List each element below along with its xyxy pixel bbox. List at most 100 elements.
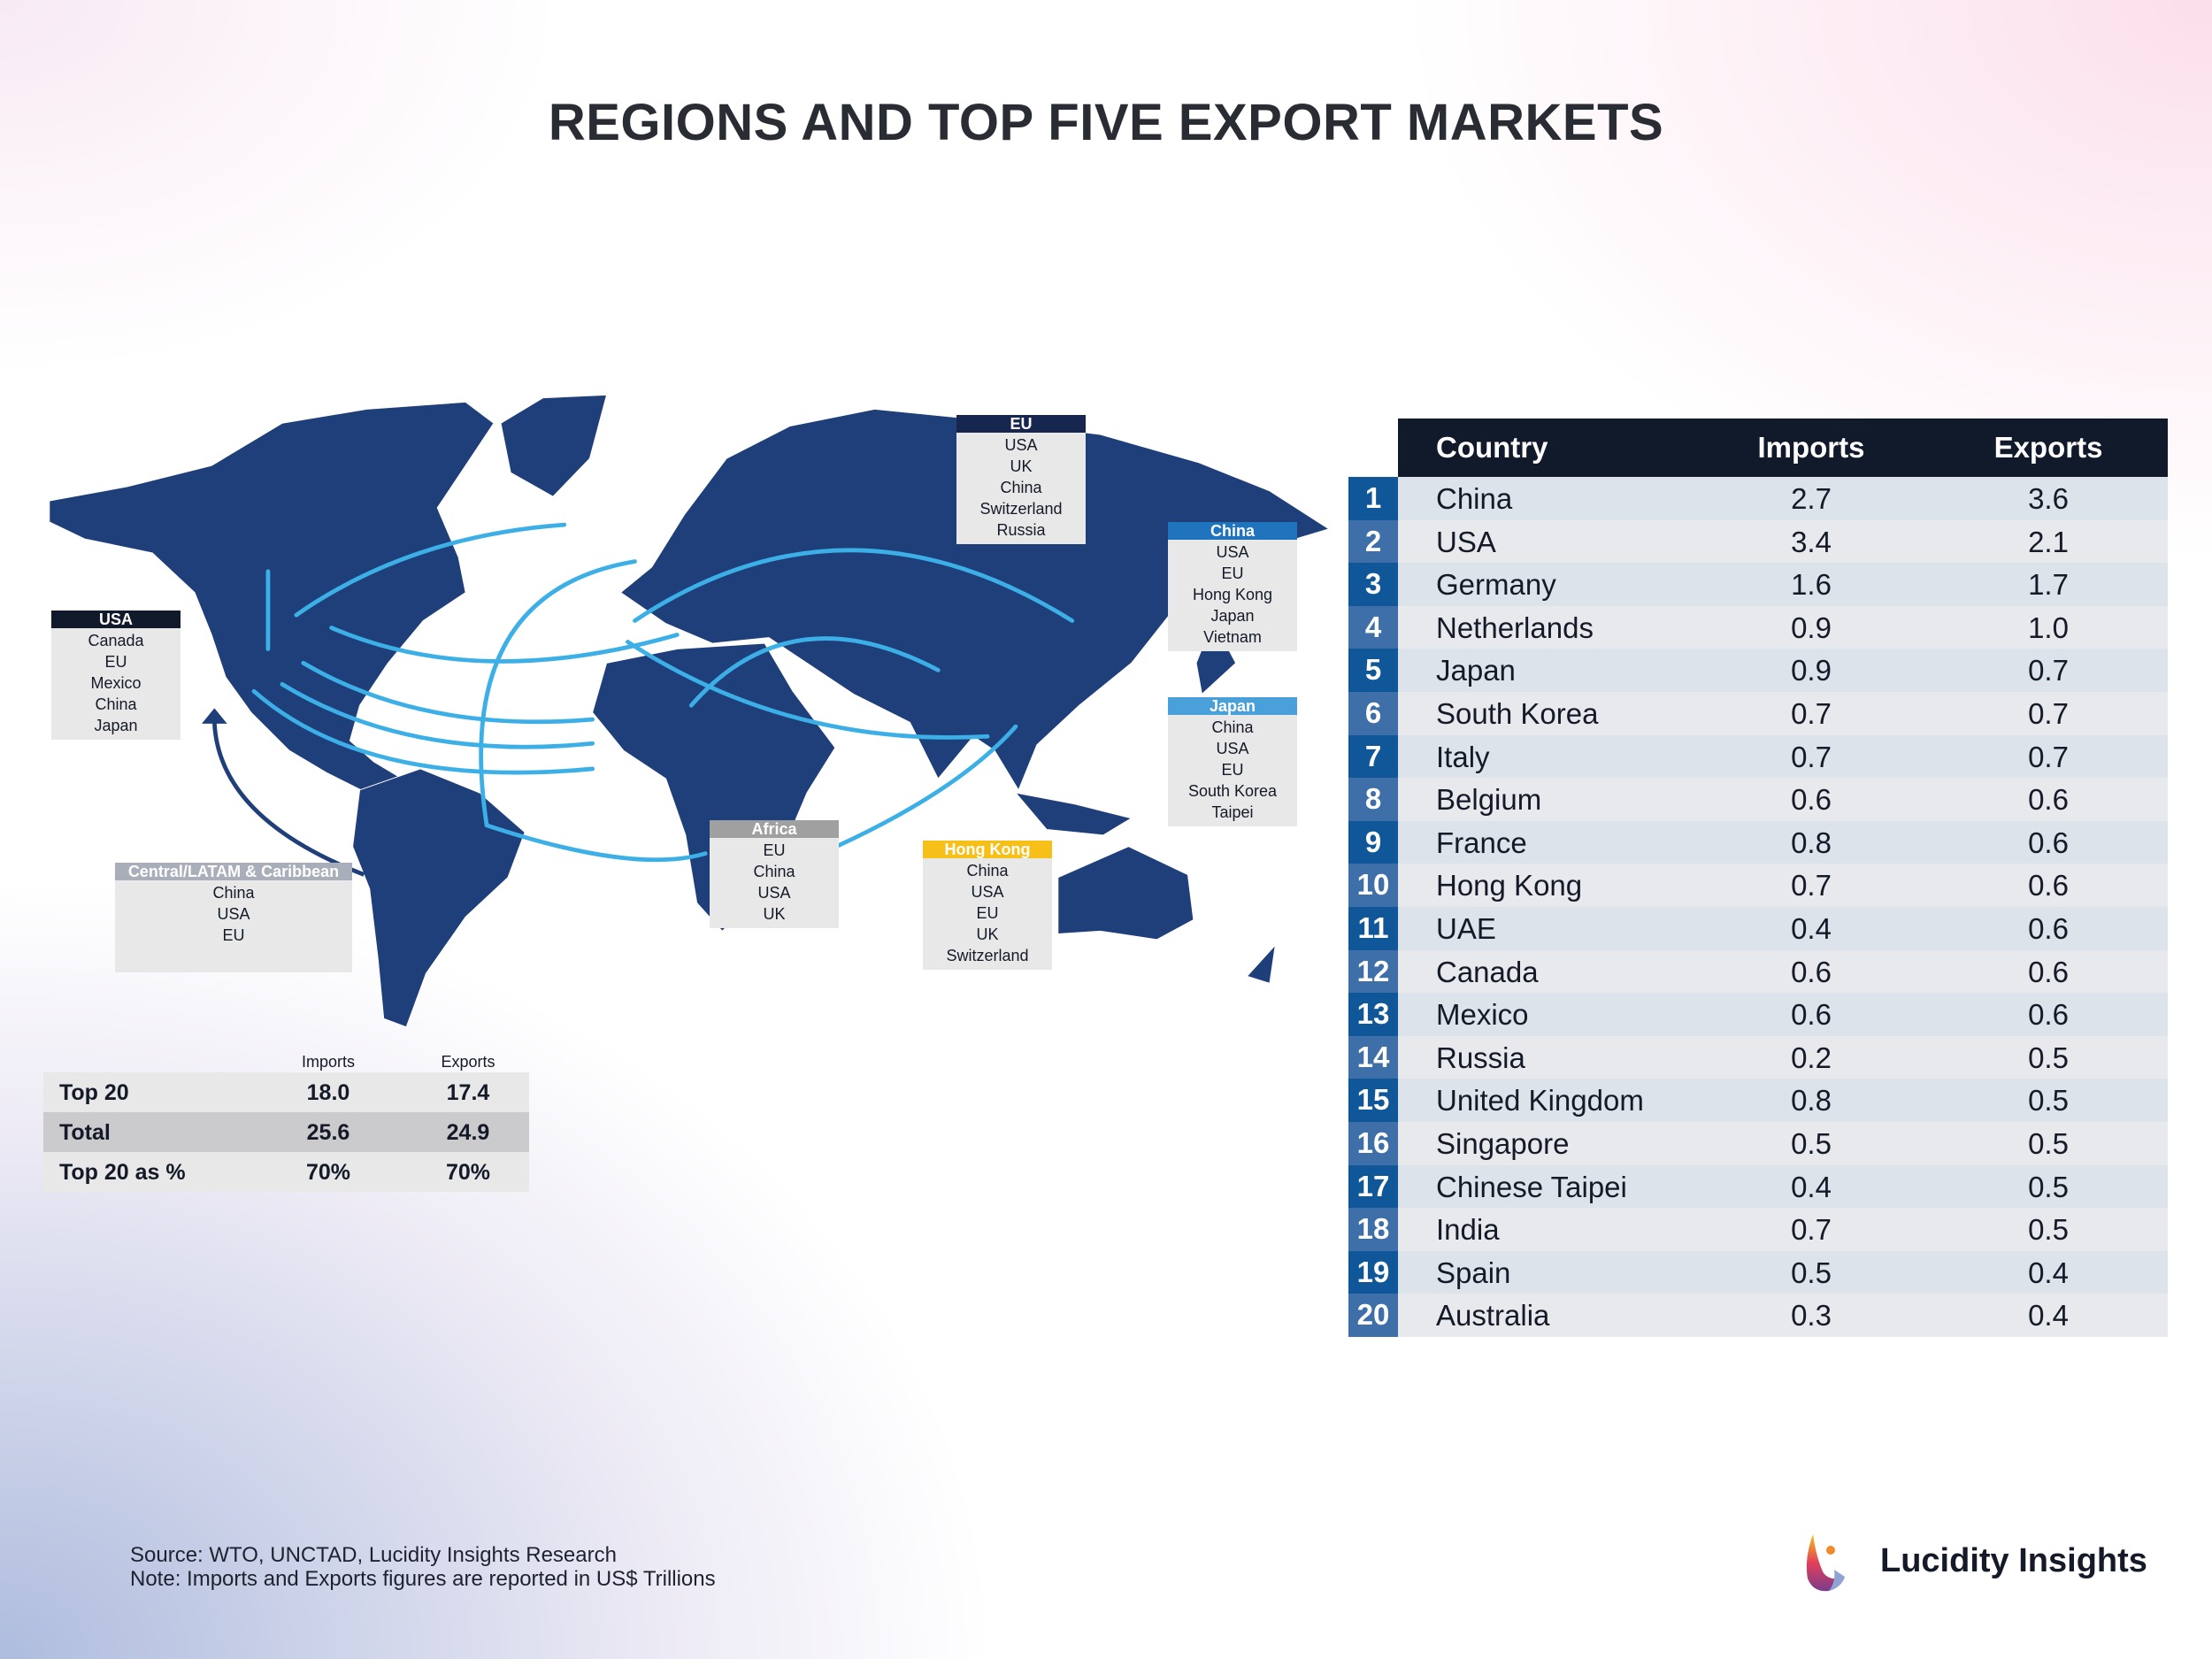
market: Russia (996, 521, 1046, 539)
region-title: Hong Kong (923, 841, 1052, 858)
trade-arc (626, 640, 990, 740)
header-imports: Imports (1757, 431, 1865, 464)
row-background (1398, 1250, 2168, 1294)
market: USA (1216, 740, 1249, 757)
exports-cell: 3.6 (2028, 482, 2069, 515)
imports-cell: 0.7 (1791, 696, 1832, 730)
table-row: 1 China 2.7 3.6 (1348, 477, 2168, 520)
rank-cell: 5 (1348, 649, 1398, 692)
row-background (1398, 1294, 2168, 1337)
market: South Korea (1187, 782, 1278, 800)
imports-cell: 3.4 (1791, 525, 1832, 558)
imports-cell: 1.6 (1791, 568, 1832, 602)
country-cell: Spain (1436, 1256, 1511, 1289)
market: USA (971, 883, 1004, 901)
imports-cell: 0.7 (1791, 1213, 1832, 1247)
trade-arc (633, 548, 1075, 623)
country-cell: Belgium (1436, 783, 1542, 817)
row-background (1398, 949, 2168, 994)
table-row: 10 Hong Kong 0.7 0.6 (1348, 864, 2168, 907)
trade-arc (329, 626, 680, 664)
imports-cell: 0.5 (1791, 1126, 1832, 1160)
market: Hong Kong (1192, 586, 1273, 603)
region-title: Japan (1168, 697, 1297, 715)
rank-cell: 13 (1348, 993, 1398, 1036)
row-background (1398, 605, 2168, 649)
summary-label: Top 20 as % (59, 1160, 186, 1185)
table-row: 6 South Korea 0.7 0.7 (1348, 691, 2168, 735)
exports-cell: 0.5 (2028, 1126, 2069, 1160)
rank-cell: 11 (1348, 906, 1398, 950)
rank-cell: 19 (1348, 1250, 1398, 1294)
summary-row: Top 20 as % 70% 70% (43, 1152, 529, 1192)
exports-cell: 0.6 (2028, 998, 2069, 1032)
region-box-africa: Africa EU China USA UK (710, 820, 839, 928)
imports-cell: 0.5 (1791, 1256, 1832, 1289)
note-text: Note: Imports and Exports figures are re… (130, 1567, 716, 1591)
rank-cell: 20 (1348, 1294, 1398, 1337)
summary-header: Imports Exports (43, 1053, 529, 1072)
exports-cell: 0.7 (2028, 740, 2069, 773)
table-row: 3 Germany 1.6 1.7 (1348, 563, 2168, 606)
arrowhead-icon (201, 708, 227, 724)
footer: Source: WTO, UNCTAD, Lucidity Insights R… (130, 1543, 716, 1591)
exports-cell: 0.5 (2028, 1170, 2069, 1203)
country-cell: Germany (1436, 568, 1556, 602)
country-cell: UAE (1436, 911, 1496, 945)
table-header: Country Imports Exports (1398, 419, 2168, 477)
region-title: China (1168, 522, 1297, 540)
rank-cell: 16 (1348, 1121, 1398, 1165)
header-country: Country (1436, 431, 1548, 464)
imports-cell: 0.6 (1791, 955, 1832, 988)
table-row: 5 Japan 0.9 0.7 (1348, 649, 2168, 692)
summary-header-imports: Imports (301, 1053, 355, 1071)
imports-cell: 2.7 (1791, 482, 1832, 515)
eurasia (619, 408, 1331, 791)
country-cell: USA (1436, 525, 1496, 558)
indonesia (1014, 792, 1133, 836)
exports-cell: 0.5 (2028, 1213, 2069, 1247)
rank-cell: 6 (1348, 691, 1398, 735)
north-america (49, 401, 495, 794)
country-cell: South Korea (1436, 696, 1599, 730)
exports-cell: 0.6 (2028, 826, 2069, 859)
imports-cell: 0.6 (1791, 783, 1832, 817)
source-text: Source: WTO, UNCTAD, Lucidity Insights R… (130, 1543, 617, 1567)
country-cell: Canada (1436, 955, 1539, 988)
exports-cell: 0.7 (2028, 696, 2069, 730)
market: China (1211, 718, 1254, 736)
imports-cell: 0.7 (1791, 740, 1832, 773)
market: China (966, 862, 1009, 879)
summary-imports: 70% (305, 1160, 351, 1185)
trade-arc (251, 688, 595, 775)
region-box-latam: Central/LATAM & Caribbean China USA EU (115, 863, 352, 972)
summary-header-exports: Exports (441, 1053, 495, 1071)
market: EU (1221, 761, 1244, 779)
market: China (212, 884, 255, 902)
region-box-usa: USA Canada EU Mexico China Japan (51, 611, 180, 740)
market: UK (763, 905, 786, 923)
australia (1057, 846, 1194, 941)
country-cell: Australia (1436, 1299, 1550, 1333)
rank-cell: 18 (1348, 1208, 1398, 1251)
rank-cell: 2 (1348, 519, 1398, 564)
summary-label: Total (59, 1120, 111, 1145)
row-background (1398, 519, 2168, 564)
row-background (1398, 993, 2168, 1036)
region-title: Central/LATAM & Caribbean (115, 863, 352, 880)
region-title: Africa (710, 820, 839, 838)
market: Taipei (1211, 803, 1254, 821)
row-background (1398, 1164, 2168, 1209)
table-row: 18 India 0.7 0.5 (1348, 1208, 2168, 1251)
new-zealand (1246, 943, 1277, 984)
row-background (1398, 1208, 2168, 1251)
summary-exports: 24.9 (446, 1120, 490, 1145)
south-america (352, 768, 526, 1028)
table-row: 13 Mexico 0.6 0.6 (1348, 993, 2168, 1036)
rank-cell: 7 (1348, 734, 1398, 779)
row-background (1398, 649, 2168, 692)
exports-cell: 0.6 (2028, 869, 2069, 902)
summary-imports: 25.6 (306, 1120, 350, 1145)
trade-arc (301, 660, 595, 725)
country-cell: Russia (1436, 1041, 1525, 1074)
